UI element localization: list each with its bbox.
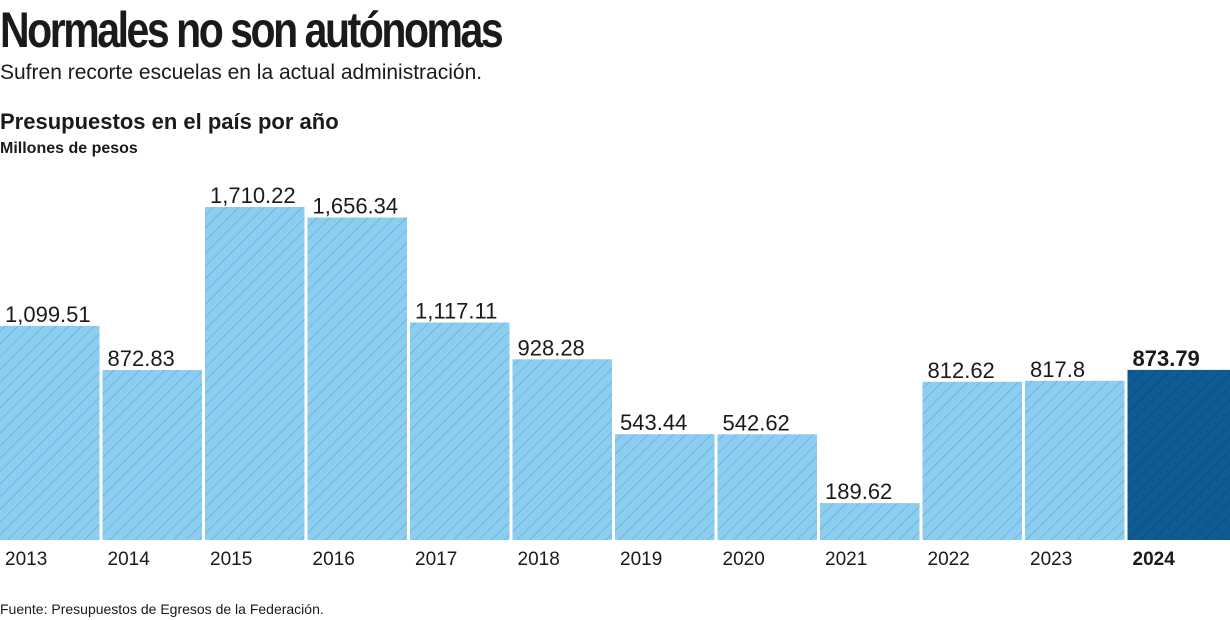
x-tick-2015: 2015 (210, 549, 252, 570)
x-tick-2020: 2020 (723, 549, 765, 570)
x-tick-labels-layer: 2013 2014 2015 2016 2017 2018 2019 2020 2021 2022… (5, 549, 1175, 570)
value-label-2016: 1,656.34 (313, 194, 399, 219)
bar-2021 (820, 503, 920, 540)
page-subtitle: Sufren recorte escuelas en la actual adm… (0, 61, 483, 84)
value-label-2022: 812.62 (928, 358, 995, 383)
page-title: Normales no son autónomas (0, 2, 504, 58)
bar-chart: 1,099.51 872.83 1,710.22 1,656.34 1,117.11 92… (0, 183, 1230, 570)
x-tick-2018: 2018 (518, 549, 560, 570)
value-label-2017: 1,117.11 (415, 299, 497, 324)
value-label-2014: 872.83 (108, 346, 175, 371)
x-tick-2013: 2013 (5, 549, 47, 570)
bar-2016 (307, 217, 407, 540)
value-label-2018: 928.28 (518, 335, 585, 360)
bar-2024 (1127, 369, 1230, 540)
chart-title: Presupuestos en el país por año (0, 109, 339, 134)
value-label-2019: 543.44 (620, 410, 687, 435)
x-tick-2019: 2019 (620, 549, 662, 570)
bar-2017 (410, 322, 510, 540)
value-label-2013: 1,099.51 (5, 302, 91, 327)
x-tick-2024: 2024 (1133, 549, 1176, 570)
x-tick-2021: 2021 (825, 549, 867, 570)
bar-2014 (102, 370, 202, 540)
x-tick-2023: 2023 (1030, 549, 1072, 570)
value-label-2021: 189.62 (825, 479, 892, 504)
value-label-2015: 1,710.22 (210, 183, 296, 208)
value-label-2024: 873.79 (1133, 346, 1200, 371)
value-label-2020: 542.62 (723, 410, 790, 435)
bars-layer (0, 207, 1230, 540)
bar-2018 (512, 359, 612, 540)
source-note: Fuente: Presupuestos de Egresos de la Fe… (0, 601, 324, 617)
x-tick-2022: 2022 (928, 549, 970, 570)
value-labels-layer: 1,099.51 872.83 1,710.22 1,656.34 1,117.11 92… (5, 183, 1200, 504)
bar-2022 (922, 381, 1022, 540)
bar-2020 (717, 434, 817, 540)
chart-unit-label: Millones de pesos (0, 140, 138, 157)
value-label-2023: 817.8 (1030, 357, 1085, 382)
bar-2019 (615, 434, 715, 540)
bar-2023 (1025, 380, 1125, 540)
x-tick-2014: 2014 (108, 549, 151, 570)
bar-2013 (0, 325, 100, 540)
bar-2015 (205, 207, 305, 540)
x-tick-2016: 2016 (313, 549, 355, 570)
x-tick-2017: 2017 (415, 549, 457, 570)
